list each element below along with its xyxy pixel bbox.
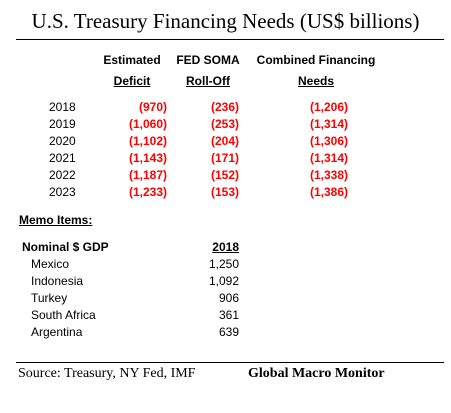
row-year: 2020 <box>49 134 76 148</box>
table-row: 2021 (1,143) (171) (1,314) <box>0 150 451 167</box>
row-combined: (1,386) <box>309 185 348 199</box>
list-item: Turkey 906 <box>0 290 451 307</box>
row-soma: (204) <box>210 134 239 148</box>
header-soma-line1: FED SOMA <box>176 53 240 67</box>
row-combined: (1,206) <box>309 100 348 114</box>
memo-country: Argentina <box>31 325 83 339</box>
row-deficit: (1,187) <box>128 168 167 182</box>
header-combined-line2: Needs <box>297 74 335 88</box>
row-deficit: (1,233) <box>128 185 167 199</box>
memo-gdp-year: 2018 <box>212 240 239 254</box>
header-soma-line2: Roll-Off <box>186 74 230 88</box>
memo-country: Turkey <box>31 291 68 305</box>
memo-country: Indonesia <box>31 274 84 288</box>
list-item: South Africa 361 <box>0 307 451 324</box>
table-row: 2022 (1,187) (152) (1,338) <box>0 167 451 184</box>
page-title: U.S. Treasury Financing Needs (US$ billi… <box>31 9 420 33</box>
memo-country: South Africa <box>31 308 96 322</box>
list-item: Indonesia 1,092 <box>0 273 451 290</box>
memo-title: Memo Items: <box>19 213 93 227</box>
header-combined-line1: Combined Financing <box>256 53 376 67</box>
row-combined: (1,338) <box>309 168 348 182</box>
row-soma: (253) <box>210 117 239 131</box>
row-soma: (152) <box>210 168 239 182</box>
row-deficit: (1,102) <box>128 134 167 148</box>
memo-country: Mexico <box>31 257 70 271</box>
memo-gdp-value: 361 <box>218 308 239 322</box>
row-combined: (1,314) <box>309 151 348 165</box>
memo-gdp-label: Nominal $ GDP <box>22 240 109 254</box>
row-soma: (153) <box>210 185 239 199</box>
row-deficit: (970) <box>138 100 167 114</box>
table-row: 2019 (1,060) (253) (1,314) <box>0 116 451 133</box>
memo-gdp-value: 1,250 <box>208 257 239 271</box>
title-divider <box>16 39 444 40</box>
row-year: 2019 <box>49 117 76 131</box>
row-year: 2023 <box>49 185 76 199</box>
row-deficit: (1,143) <box>128 151 167 165</box>
row-soma: (236) <box>210 100 239 114</box>
list-item: Mexico 1,250 <box>0 256 451 273</box>
memo-gdp-value: 906 <box>218 291 239 305</box>
list-item: Argentina 639 <box>0 324 451 341</box>
table-row: 2020 (1,102) (204) (1,306) <box>0 133 451 150</box>
memo-gdp-value: 1,092 <box>208 274 239 288</box>
table-row: 2018 (970) (236) (1,206) <box>0 99 451 116</box>
header-deficit-line1: Estimated <box>103 53 161 67</box>
header-deficit-line2: Deficit <box>113 74 151 88</box>
row-year: 2021 <box>49 151 76 165</box>
brand-name: Global Macro Monitor <box>248 366 385 381</box>
row-year: 2022 <box>49 168 76 182</box>
row-soma: (171) <box>210 151 239 165</box>
row-combined: (1,306) <box>309 134 348 148</box>
memo-gdp-value: 639 <box>218 325 239 339</box>
footer-divider <box>16 362 444 363</box>
row-deficit: (1,060) <box>128 117 167 131</box>
row-combined: (1,314) <box>309 117 348 131</box>
row-year: 2018 <box>49 100 76 114</box>
table-row: 2023 (1,233) (153) (1,386) <box>0 184 451 201</box>
source-note: Source: Treasury, NY Fed, IMF <box>18 366 196 381</box>
